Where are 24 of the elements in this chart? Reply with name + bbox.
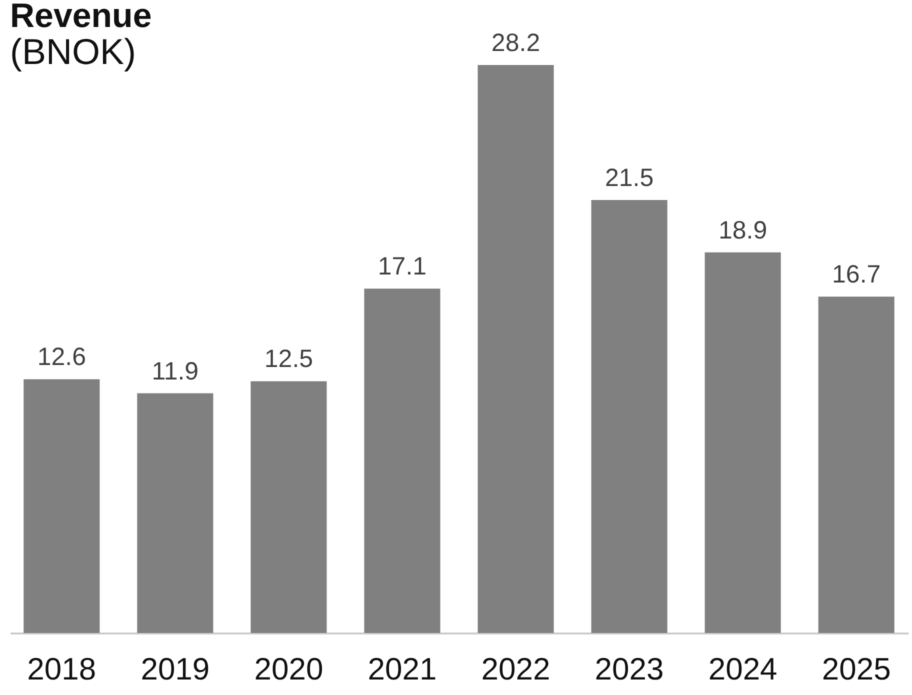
bar	[250, 381, 327, 633]
bar	[24, 379, 100, 633]
data-label: 12.5	[264, 345, 314, 374]
bar	[591, 200, 668, 633]
bar	[364, 288, 440, 633]
data-label: 12.6	[37, 343, 86, 372]
bar	[478, 65, 554, 633]
bar	[137, 393, 214, 633]
data-label: 11.9	[152, 357, 199, 386]
bar	[704, 252, 781, 633]
x-tick-label: 2025	[822, 652, 891, 686]
x-tick-label: 2020	[254, 652, 324, 686]
x-tick-label: 2018	[27, 652, 96, 686]
x-tick-label: 2022	[481, 652, 550, 686]
bar	[818, 296, 894, 633]
x-tick-label: 2024	[708, 652, 778, 686]
x-tick-label: 2019	[140, 652, 210, 686]
data-label: 21.5	[604, 164, 654, 192]
data-label: 17.1	[378, 252, 427, 281]
x-tick-label: 2023	[594, 652, 664, 686]
data-label: 18.9	[718, 216, 768, 244]
data-label: 28.2	[491, 29, 540, 57]
x-tick-label: 2021	[368, 652, 437, 686]
data-label: 16.7	[832, 260, 881, 289]
